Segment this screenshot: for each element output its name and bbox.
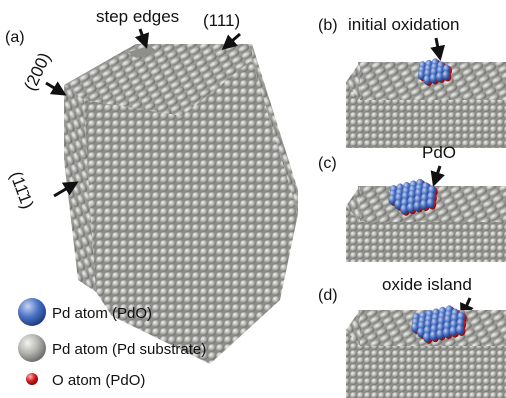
pd-oxide-atom: [426, 198, 435, 209]
legend-label-pd-substrate: Pd atom (Pd substrate): [52, 341, 206, 358]
slab-b-front: [346, 82, 506, 148]
pd-oxide-atom: [429, 330, 438, 341]
pd-oxide-atom: [420, 199, 428, 210]
pd-oxide-atom: [442, 327, 451, 338]
annotation-pdo: PdO: [422, 143, 456, 162]
pd-oxide-atom: [417, 70, 425, 81]
annotation-facet-200: (200): [20, 50, 54, 94]
legend-item-pd-oxide: Pd atom (PdO): [18, 298, 152, 326]
arrow-facet-200: [45, 81, 67, 96]
oxide-cluster-c: [388, 178, 438, 216]
legend: Pd atom (PdO) Pd atom (Pd substrate) O a…: [18, 298, 206, 389]
slab-c-front: [346, 206, 506, 262]
slab-d-edge: [346, 310, 360, 346]
pd-oxide-atom: [400, 204, 408, 215]
pd-oxide-atom: [411, 322, 419, 333]
pd-oxide-atom: [394, 199, 402, 210]
arrow-facet-111-bar: [53, 181, 79, 198]
pd-oxide-atom: [423, 332, 431, 343]
legend-item-oxygen: O atom (PdO): [26, 372, 145, 389]
legend-label-pd-oxide: Pd atom (PdO): [52, 305, 152, 322]
panel-b-label: (b): [318, 17, 338, 34]
pd-oxide-atom: [429, 73, 437, 84]
slab-b-edge: [346, 62, 360, 100]
slab-c-edge: [346, 186, 360, 222]
panel-d-label: (d): [318, 287, 338, 304]
pd-oxide-atom: [388, 194, 396, 205]
step-edge-ridge: [128, 46, 158, 58]
slab-d-front: [346, 330, 506, 398]
pd-oxide-atom: [435, 72, 444, 82]
panel-a-label: (a): [5, 29, 25, 46]
annotation-initial-oxidation: initial oxidation: [348, 15, 460, 34]
top-facet-111: [64, 44, 252, 116]
annotation-facet-111-bar: (11̄1): [6, 169, 37, 212]
legend-swatch-oxygen: [26, 373, 38, 385]
annotation-oxide-island: oxide island: [382, 275, 472, 294]
legend-swatch-pd-substrate: [18, 334, 46, 362]
pd-oxide-atom: [423, 75, 431, 85]
annotation-step-edges: step edges: [96, 7, 179, 26]
panel-c-label: (c): [318, 155, 337, 172]
panel-a: (a) step edges (111) (200) (11̄1): [5, 7, 298, 364]
right-facet: [252, 44, 298, 214]
pd-oxide-atom: [442, 70, 450, 81]
arrow-initial-oxidation: [430, 37, 446, 61]
pd-oxide-atom: [436, 329, 444, 340]
legend-swatch-pd-oxide: [18, 298, 46, 326]
panel-b: (b) initial oxidation: [318, 15, 506, 148]
pd-oxide-atom: [413, 201, 422, 212]
left-facet-200: [64, 85, 88, 175]
pd-oxide-atom: [417, 327, 425, 338]
pd-oxide-atom: [406, 202, 415, 213]
oxide-cluster-d: [411, 305, 467, 344]
arrow-facet-111-top: [221, 32, 241, 50]
oxide-cluster-b: [417, 58, 452, 86]
front-face: [84, 60, 298, 364]
panel-c: (c) PdO: [318, 143, 506, 262]
panel-d: (d) oxide island: [318, 275, 506, 398]
arrow-pdo: [430, 165, 445, 187]
legend-item-pd-substrate: Pd atom (Pd substrate): [18, 334, 206, 362]
annotation-facet-111-top: (111): [203, 11, 240, 30]
pd-oxide-atom: [456, 324, 464, 335]
legend-label-oxygen: O atom (PdO): [52, 372, 145, 389]
arrow-step-edges: [134, 28, 150, 49]
pd-oxide-atom: [449, 326, 457, 337]
